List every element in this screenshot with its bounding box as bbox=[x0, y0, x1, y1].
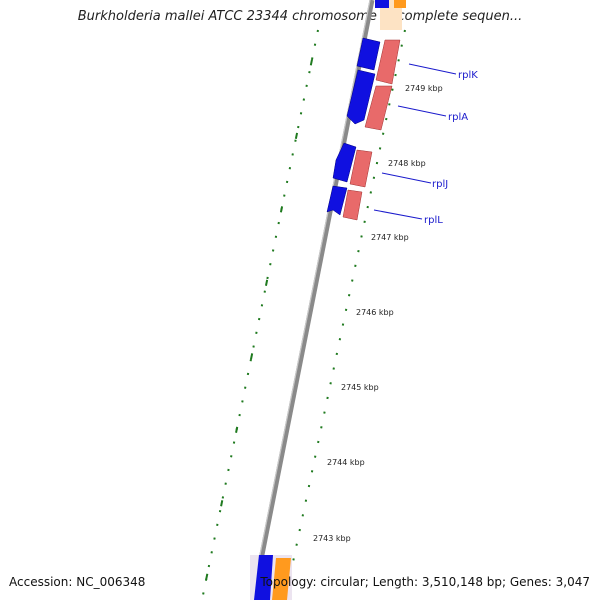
scale-label-2747: 2747 kbp bbox=[371, 233, 409, 242]
scale-label-2748: 2748 kbp bbox=[388, 159, 426, 168]
leader-rplA bbox=[397, 105, 447, 117]
gene-rplK-forward[interactable] bbox=[356, 37, 381, 71]
outer-major-ticks bbox=[201, 29, 319, 600]
gene-rplL-forward[interactable] bbox=[326, 185, 348, 216]
gene-label-rplA[interactable]: rplA bbox=[448, 112, 468, 123]
gene-label-rplL[interactable]: rplL bbox=[424, 215, 443, 226]
bottom-blue-gene[interactable] bbox=[254, 555, 273, 600]
scale-label-2746: 2746 kbp bbox=[356, 308, 394, 317]
gene-rplK-reverse[interactable] bbox=[375, 39, 401, 85]
top-orange-gene bbox=[394, 0, 406, 8]
map-title: Burkholderia mallei ATCC 23344 chromosom… bbox=[77, 9, 523, 24]
topology-label: Topology: circular; Length: 3,510,148 bp… bbox=[260, 575, 590, 589]
accession-label: Accession: NC_006348 bbox=[9, 575, 146, 589]
gene-rplA-forward[interactable] bbox=[346, 69, 376, 125]
top-blue-gene bbox=[375, 0, 389, 8]
gene-rplJ-reverse[interactable] bbox=[349, 149, 373, 188]
bottom-orange-gene[interactable] bbox=[272, 558, 291, 600]
scale-label-2745: 2745 kbp bbox=[341, 383, 379, 392]
scale-label-2743: 2743 kbp bbox=[313, 534, 351, 543]
gene-rplJ-forward[interactable] bbox=[332, 142, 357, 183]
gene-rplA-reverse[interactable] bbox=[364, 85, 393, 131]
scale-label-2749: 2749 kbp bbox=[405, 84, 443, 93]
leader-rplK bbox=[408, 63, 457, 75]
outer-tick-track bbox=[201, 29, 319, 600]
leader-rplL bbox=[373, 209, 423, 220]
leader-rplJ bbox=[381, 172, 432, 184]
gene-label-rplK[interactable]: rplK bbox=[458, 70, 478, 81]
gene-label-rplJ[interactable]: rplJ bbox=[432, 179, 448, 190]
scale-label-2744: 2744 kbp bbox=[327, 458, 365, 467]
chromosome-backbone-highlight bbox=[250, 0, 371, 600]
gene-rplL-reverse[interactable] bbox=[342, 189, 363, 221]
